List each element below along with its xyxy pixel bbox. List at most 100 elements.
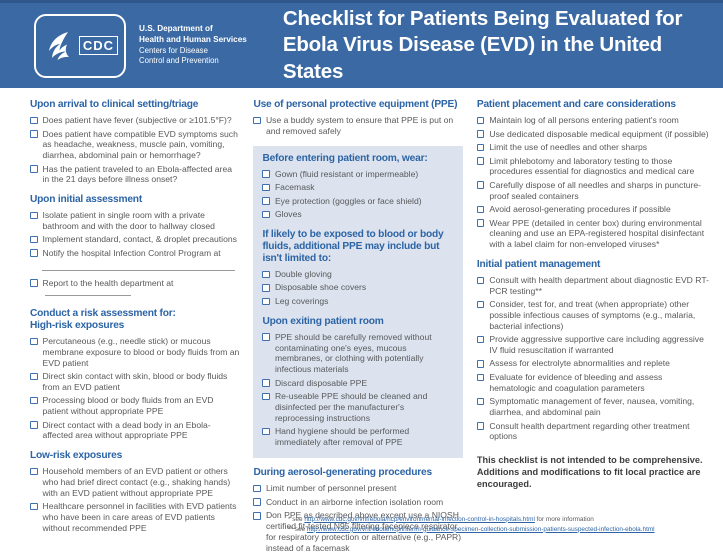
- ppe-highlight-box: Before entering patient room, wear: Gown …: [253, 145, 463, 459]
- checklist-item-text: Facemask: [274, 182, 315, 193]
- checklist-item-text: Wear PPE (detailed in center box) during…: [489, 217, 705, 250]
- checklist-item: Limit number of personnel present: [253, 483, 462, 494]
- checkbox-icon: [30, 130, 38, 138]
- checklist-item: Implement standard, contact, & droplet p…: [30, 234, 239, 245]
- checklist-item: Carefully dispose of all needles and sha…: [476, 179, 711, 201]
- checkbox-icon: [262, 210, 270, 219]
- org-line: Health and Human Services: [139, 35, 247, 45]
- checkbox-icon: [262, 183, 270, 192]
- checklist-item: Processing blood or body fluids from an …: [30, 395, 239, 416]
- footnote-line: ** see http://www.cdc.gov/vhf/ebola/hcp/…: [288, 525, 655, 535]
- footnotes: * see http://www.cdc.gov/vhf/ebola/hcp/e…: [288, 515, 655, 536]
- checklist-item: Direct skin contact with skin, blood or …: [30, 371, 239, 392]
- checklist-item-text: Direct skin contact with skin, blood or …: [42, 371, 228, 392]
- checkbox-icon: [262, 297, 270, 306]
- checklist-item-text: Use dedicated disposable medical equipme…: [489, 128, 709, 139]
- checklist-item-text: Hand hygiene should be performed immedia…: [274, 426, 410, 447]
- checkbox-icon: [476, 130, 485, 138]
- checklist-item-text: Consider, test for, and treat (when appr…: [489, 299, 696, 331]
- checklist-item: Percutaneous (e.g., needle stick) or muc…: [30, 336, 239, 368]
- checkbox-icon: [476, 300, 485, 309]
- checklist-item-text: Use a buddy system to ensure that PPE is…: [265, 115, 454, 136]
- checkbox-icon: [30, 372, 38, 381]
- document-title: Checklist for Patients Being Evaluated f…: [283, 6, 723, 85]
- checklist-item-text: Symptomatic management of fever, nausea,…: [489, 396, 695, 417]
- checkbox-icon: [253, 512, 261, 520]
- checklist-item-text: Discard disposable PPE: [274, 377, 368, 388]
- section-heading: Before entering patient room, wear:: [262, 152, 428, 164]
- fill-in-blank: [42, 269, 236, 271]
- checklist-item: Isolate patient in single room with a pr…: [30, 210, 239, 231]
- column-patient-care: Patient placement and care consideration…: [476, 99, 711, 556]
- checklist-item-text: Implement standard, contact, & droplet p…: [42, 234, 237, 245]
- checklist-item-text: Carefully dispose of all needles and sha…: [489, 179, 702, 201]
- checkbox-icon: [253, 116, 261, 125]
- checklist-item-text: Conduct in an airborne infection isolati…: [265, 496, 444, 507]
- checklist-item-text: Percutaneous (e.g., needle stick) or muc…: [42, 336, 240, 368]
- checklist-item-text: Consult with health department about dia…: [489, 274, 709, 296]
- checklist-item: Gown (fluid resistant or impermeable): [262, 169, 453, 180]
- checklist-item-text: Assess for electrolyte abnormalities and…: [489, 358, 670, 369]
- checklist-item: Evaluate for evidence of bleeding and as…: [476, 372, 711, 393]
- checklist-item: Discard disposable PPE: [262, 378, 453, 389]
- checklist-item-text: Limit number of personnel present: [265, 483, 397, 494]
- checklist-item: Conduct in an airborne infection isolati…: [253, 497, 462, 508]
- checklist-item-text: Notify the hospital Infection Control Pr…: [42, 247, 221, 258]
- org-line: U.S. Department of: [139, 24, 213, 34]
- footnote-link-specimen-collection[interactable]: http://www.cdc.gov/vhf/ebola/hcp/interim…: [306, 525, 655, 533]
- footnote-suffix: for more information: [534, 515, 594, 523]
- checkbox-icon: [30, 396, 38, 405]
- checkbox-icon: [476, 373, 485, 382]
- checkbox-icon: [30, 337, 38, 346]
- checklist-item: Avoid aerosol-generating procedures if p…: [476, 204, 711, 215]
- hhs-eagle-icon: [48, 31, 69, 60]
- checklist-item: Does patient have compatible EVD symptom…: [30, 129, 239, 161]
- checkbox-icon: [262, 333, 270, 341]
- checkbox-icon: [262, 270, 270, 279]
- checklist-item: Double gloving: [262, 269, 453, 280]
- checkbox-icon: [30, 165, 38, 173]
- checklist-item-text: Provide aggressive supportive care inclu…: [489, 334, 704, 355]
- checkbox-icon: [30, 279, 38, 287]
- checklist-item: Leg coverings: [262, 296, 453, 307]
- checkbox-icon: [262, 392, 270, 401]
- checkbox-icon: [262, 284, 270, 292]
- checkbox-icon: [476, 181, 485, 189]
- checklist-item-text: Disposable shoe covers: [274, 282, 367, 293]
- title-line-1: Checklist for Patients Being Evaluated f…: [282, 7, 683, 31]
- section-heading: Conduct a risk assessment for: High-risk …: [30, 308, 176, 332]
- checkbox-icon: [30, 116, 38, 125]
- checkbox-icon: [476, 143, 485, 152]
- section-heading: If likely to be exposed to blood or body…: [262, 228, 444, 264]
- checklist-item-text: Don PPE as described above except use a …: [265, 510, 462, 553]
- column-ppe: Use of personal protective equipment (PP…: [253, 99, 463, 556]
- checklist-item: Hand hygiene should be performed immedia…: [262, 426, 453, 447]
- checkbox-icon: [30, 467, 38, 476]
- checklist-item: Does patient have fever (subjective or ≥…: [30, 115, 239, 126]
- checkbox-icon: [30, 211, 38, 220]
- checklist-item-text: Processing blood or body fluids from an …: [42, 395, 214, 417]
- checklist-item-text: Limit phlebotomy and laboratory testing …: [489, 155, 695, 177]
- checklist-item: Direct contact with a dead body in an Eb…: [30, 420, 239, 441]
- checklist-item-text: Household members of an EVD patient or o…: [42, 466, 231, 498]
- checkbox-icon: [476, 116, 485, 125]
- checklist-item: Maintain log of all persons entering pat…: [476, 115, 711, 126]
- checklist-item-text: PPE should be carefully removed without …: [274, 331, 432, 374]
- checklist-item-text: Does patient have compatible EVD symptom…: [42, 128, 238, 161]
- checkbox-icon: [262, 197, 270, 205]
- org-line: Centers for Disease: [139, 46, 208, 56]
- checklist-item-text: Avoid aerosol-generating procedures if p…: [489, 204, 671, 215]
- section-heading: Initial patient management: [476, 258, 601, 270]
- checklist-item: Eye protection (goggles or face shield): [262, 196, 453, 207]
- cdc-acronym: CDC: [78, 35, 119, 56]
- agency-name-block: U.S. Department of Health and Human Serv…: [139, 24, 247, 66]
- checklist-item-text: Gloves: [274, 209, 302, 220]
- footnote-link-environmental-infection-control[interactable]: http://www.cdc.gov/vhf/ebola/hcp/environ…: [304, 515, 535, 523]
- checklist-item-text: Has the patient traveled to an Ebola-aff…: [42, 163, 233, 185]
- checkbox-icon: [30, 502, 38, 511]
- checkbox-icon: [476, 360, 485, 368]
- checkbox-icon: [476, 276, 485, 285]
- checklist-item-text: Healthcare personnel in facilities with …: [42, 501, 237, 533]
- checklist-item: Don PPE as described above except use a …: [253, 510, 462, 553]
- section-heading: Patient placement and care consideration…: [476, 99, 676, 110]
